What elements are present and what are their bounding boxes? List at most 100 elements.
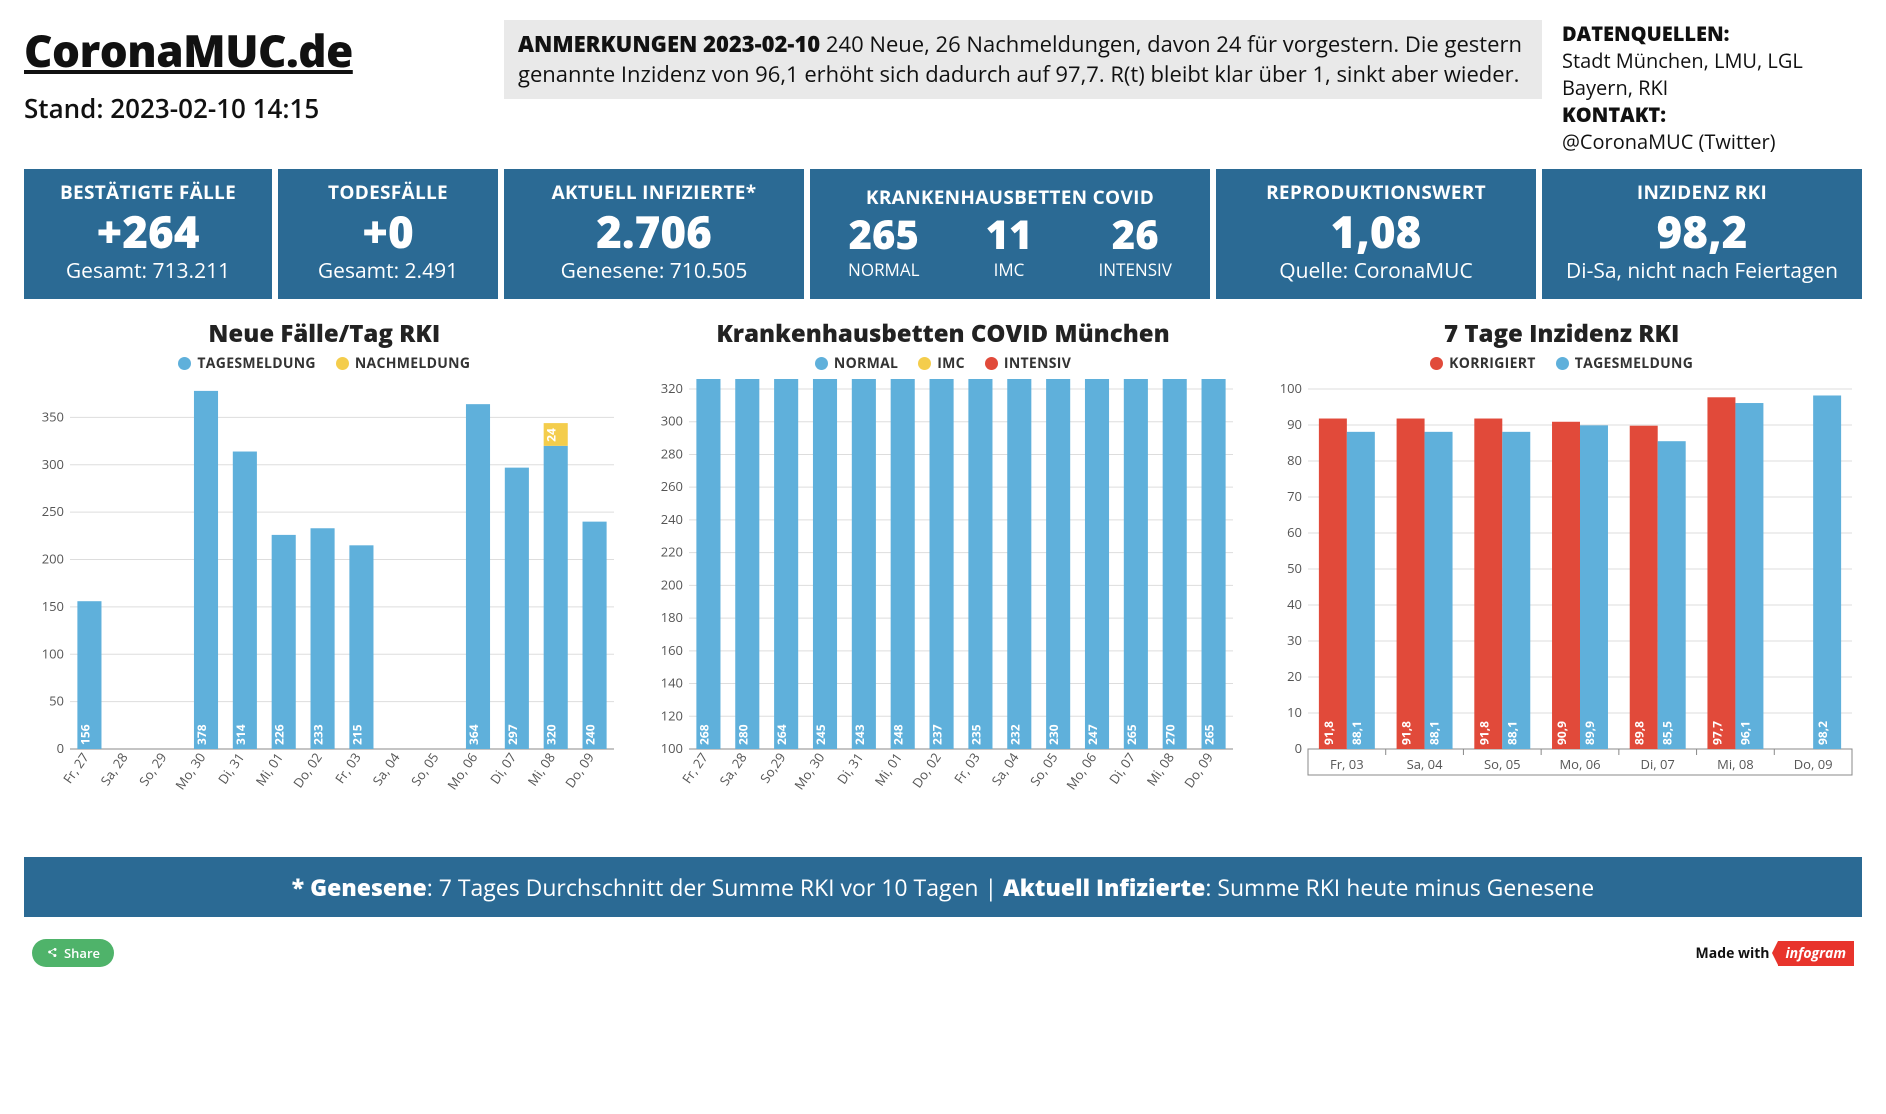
- madewith[interactable]: Made with infogram: [1696, 941, 1854, 966]
- svg-text:Di, 07: Di, 07: [1640, 755, 1674, 773]
- svg-text:Mi, 08: Mi, 08: [1142, 749, 1178, 789]
- svg-text:350: 350: [42, 408, 64, 426]
- svg-text:233: 233: [310, 725, 327, 746]
- chart-title: 7 Tage Inzidenz RKI: [1444, 317, 1679, 350]
- chart-legend: KORRIGIERT TAGESMELDUNG: [1430, 354, 1693, 373]
- hosp-big: 26: [1099, 212, 1172, 256]
- svg-text:Do, 09: Do, 09: [561, 749, 598, 791]
- svg-text:Fr, 03: Fr, 03: [950, 749, 984, 787]
- svg-text:91,8: 91,8: [1397, 721, 1414, 745]
- svg-text:300: 300: [661, 412, 683, 430]
- sources-text: Stadt München, LMU, LGL Bayern, RKI: [1562, 47, 1803, 101]
- legend-label: TAGESMELDUNG: [197, 354, 315, 373]
- legend-item[interactable]: NACHMELDUNG: [336, 354, 470, 373]
- svg-text:96,1: 96,1: [1736, 721, 1753, 745]
- legend-dot: [1556, 357, 1569, 370]
- svg-text:90: 90: [1287, 415, 1302, 433]
- share-button[interactable]: Share: [32, 939, 114, 967]
- svg-text:91,8: 91,8: [1475, 721, 1492, 745]
- svg-text:180: 180: [661, 608, 683, 626]
- svg-text:0: 0: [57, 739, 64, 757]
- svg-text:280: 280: [661, 445, 683, 463]
- svg-text:237: 237: [929, 725, 946, 746]
- legend-label: IMC: [937, 354, 965, 373]
- svg-text:Mo, 06: Mo, 06: [443, 749, 481, 793]
- svg-text:Mi, 01: Mi, 01: [870, 749, 906, 789]
- svg-text:20: 20: [1287, 667, 1302, 685]
- svg-text:Sa, 28: Sa, 28: [715, 749, 750, 789]
- hosp-col-imc: 11 IMC: [986, 212, 1033, 281]
- legend-dot: [178, 357, 191, 370]
- svg-text:Sa, 28: Sa, 28: [97, 749, 132, 789]
- svg-text:So, 05: So, 05: [1484, 755, 1521, 773]
- svg-text:70: 70: [1287, 487, 1302, 505]
- legend-item[interactable]: TAGESMELDUNG: [178, 354, 315, 373]
- svg-text:314: 314: [232, 725, 249, 746]
- footer-tail: : Summe RKI heute minus Genesene: [1205, 871, 1594, 903]
- svg-text:240: 240: [661, 510, 683, 528]
- svg-text:Di, 31: Di, 31: [214, 749, 248, 787]
- svg-text:215: 215: [349, 725, 366, 746]
- chart-title: Neue Fälle/Tag RKI: [208, 317, 440, 350]
- hosp-big: 265: [848, 212, 919, 256]
- tile-big: 2.706: [512, 207, 796, 255]
- svg-text:Mo, 06: Mo, 06: [1559, 755, 1600, 773]
- contact-text: @CoronaMUC (Twitter): [1562, 128, 1776, 155]
- footer-bar: * Genesene: 7 Tages Durchschnitt der Sum…: [24, 857, 1862, 917]
- svg-text:300: 300: [42, 455, 64, 473]
- footer-b2: Aktuell Infizierte: [1003, 871, 1205, 903]
- svg-text:Sa, 04: Sa, 04: [987, 749, 1023, 789]
- svg-text:250: 250: [42, 503, 64, 521]
- svg-text:Mi, 08: Mi, 08: [524, 749, 560, 789]
- svg-text:265: 265: [1123, 725, 1140, 746]
- bottom-row: Share Made with infogram: [24, 939, 1862, 967]
- svg-text:Do, 02: Do, 02: [289, 749, 326, 791]
- legend-item[interactable]: KORRIGIERT: [1430, 354, 1536, 373]
- svg-text:247: 247: [1084, 725, 1101, 746]
- svg-text:245: 245: [812, 725, 829, 746]
- legend-item[interactable]: IMC: [918, 354, 965, 373]
- svg-text:232: 232: [1006, 725, 1023, 746]
- svg-text:100: 100: [1279, 379, 1301, 397]
- svg-text:85,5: 85,5: [1658, 721, 1675, 745]
- svg-text:220: 220: [661, 543, 683, 561]
- hosp-big: 11: [986, 212, 1033, 256]
- chart-panel-1: Neue Fälle/Tag RKI TAGESMELDUNG NACHMELDU…: [24, 309, 625, 839]
- svg-text:364: 364: [465, 725, 482, 746]
- svg-text:90,9: 90,9: [1553, 721, 1570, 745]
- tile-hospital: KRANKENHAUSBETTEN COVID 265 NORMAL 11 IM…: [810, 169, 1210, 299]
- svg-text:265: 265: [1201, 725, 1218, 746]
- tile-r: REPRODUKTIONSWERT 1,08 Quelle: CoronaMUC: [1216, 169, 1536, 299]
- svg-text:235: 235: [967, 725, 984, 746]
- svg-text:260: 260: [661, 478, 683, 496]
- legend-item[interactable]: INTENSIV: [985, 354, 1071, 373]
- hosp-sub: INTENSIV: [1099, 258, 1172, 281]
- notes-box: ANMERKUNGEN 2023-02-10 240 Neue, 26 Nach…: [504, 20, 1542, 99]
- svg-text:230: 230: [1045, 725, 1062, 746]
- legend-label: NORMAL: [834, 354, 898, 373]
- svg-text:So,29: So,29: [756, 749, 790, 787]
- svg-text:Di, 31: Di, 31: [833, 749, 867, 787]
- chart1-svg: 050100150200250300350Fr, 27Sa, 28So, 29M…: [24, 379, 624, 839]
- chart-panel-2: Krankenhausbetten COVID München NORMALIM…: [643, 309, 1244, 839]
- legend-label: KORRIGIERT: [1449, 354, 1536, 373]
- svg-text:Mo, 30: Mo, 30: [171, 749, 209, 793]
- svg-text:226: 226: [271, 725, 288, 746]
- svg-text:243: 243: [851, 725, 868, 746]
- footer-mid: : 7 Tages Durchschnitt der Summe RKI vor…: [427, 871, 1003, 903]
- svg-text:89,9: 89,9: [1581, 721, 1598, 745]
- tile-sub: Di-Sa, nicht nach Feiertagen: [1550, 257, 1854, 285]
- charts-row: Neue Fälle/Tag RKI TAGESMELDUNG NACHMELDU…: [24, 309, 1862, 839]
- hosp-grid: 265 NORMAL 11 IMC 26 INTENSIV: [818, 212, 1202, 281]
- legend-label: TAGESMELDUNG: [1575, 354, 1693, 373]
- svg-text:0: 0: [1294, 739, 1301, 757]
- legend-item[interactable]: TAGESMELDUNG: [1556, 354, 1693, 373]
- svg-text:Do, 09: Do, 09: [1793, 755, 1832, 773]
- page-title[interactable]: CoronaMUC.de: [24, 20, 484, 80]
- legend-item[interactable]: NORMAL: [815, 354, 898, 373]
- svg-text:50: 50: [49, 692, 64, 710]
- infogram-logo: infogram: [1778, 941, 1854, 966]
- svg-text:Fr, 03: Fr, 03: [1330, 755, 1364, 773]
- stand-line: Stand: 2023-02-10 14:15: [24, 90, 484, 126]
- chart2-svg: 100120140160180200220240260280300320Fr, …: [643, 379, 1243, 839]
